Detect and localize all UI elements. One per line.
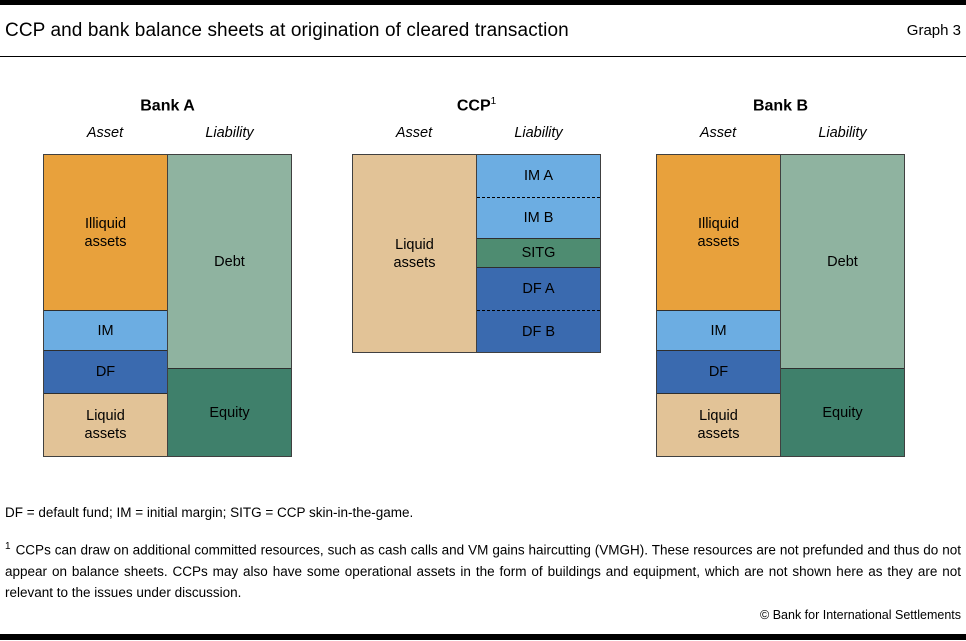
bank-b-im-segment: IM: [657, 310, 780, 351]
segment-label: Illiquid assets: [84, 215, 127, 250]
segment-label: DF: [708, 364, 729, 381]
ccp-title-text: CCP: [456, 97, 491, 115]
abbreviation-legend: DF = default fund; IM = initial margin; …: [5, 505, 414, 520]
ccp-sitg-segment: SITG: [477, 238, 600, 268]
segment-label: SITG: [521, 245, 556, 262]
figure-header: CCP and bank balance sheets at originati…: [0, 5, 966, 57]
bank-a-asset-column: Illiquid assets IM DF Liquid assets: [44, 155, 167, 457]
ccp-im-a-segment: IM A: [477, 155, 600, 198]
ccp-balance-sheet-box: Liquid assets IM A IM B SITG DF A DF B: [352, 154, 601, 354]
ccp-liability-header: Liability: [514, 125, 563, 142]
segment-label: IM: [710, 322, 727, 339]
panel-bank-a: Bank A Asset Liability Illiquid assets I…: [43, 92, 292, 458]
bank-b-balance-sheet-box: Illiquid assets IM DF Liquid assets Debt…: [656, 154, 905, 458]
page-title: CCP and bank balance sheets at originati…: [5, 19, 569, 41]
bank-a-asset-header: Asset: [86, 125, 124, 142]
bank-b-asset-header: Asset: [699, 125, 737, 142]
ccp-liability-column: IM A IM B SITG DF A DF B: [476, 155, 600, 353]
bank-a-liquid-assets-segment: Liquid assets: [44, 393, 167, 457]
ccp-asset-column: Liquid assets: [353, 155, 476, 353]
bank-b-debt-segment: Debt: [781, 155, 904, 369]
segment-label: IM: [97, 322, 114, 339]
bank-b-asset-column: Illiquid assets IM DF Liquid assets: [657, 155, 780, 457]
bank-b-title: Bank B: [656, 92, 905, 116]
bottom-rule: [0, 634, 966, 640]
ccp-df-a-segment: DF A: [477, 267, 600, 311]
bank-b-equity-segment: Equity: [781, 368, 904, 457]
bank-a-df-segment: DF: [44, 350, 167, 394]
bank-a-column-headers: Asset Liability: [43, 125, 292, 141]
bank-a-illiquid-assets-segment: Illiquid assets: [44, 155, 167, 311]
ccp-liquid-assets-segment: Liquid assets: [353, 155, 476, 353]
bank-a-liability-header: Liability: [205, 125, 254, 142]
bank-a-title-text: Bank A: [140, 97, 195, 115]
ccp-title: CCP1: [352, 92, 601, 116]
bank-a-equity-segment: Equity: [168, 368, 291, 457]
bank-b-df-segment: DF: [657, 350, 780, 394]
bank-b-title-text: Bank B: [752, 97, 809, 115]
bank-a-liability-column: Debt Equity: [167, 155, 291, 457]
panel-ccp: CCP1 Asset Liability Liquid assets IM A …: [352, 92, 601, 354]
segment-label: IM A: [523, 168, 553, 185]
ccp-im-b-segment: IM B: [477, 197, 600, 239]
segment-label: DF A: [522, 281, 555, 298]
ccp-df-b-segment: DF B: [477, 310, 600, 353]
segment-label: Liquid assets: [697, 408, 740, 443]
bank-b-column-headers: Asset Liability: [656, 125, 905, 141]
segment-label: Equity: [209, 404, 250, 421]
segment-label: IM B: [523, 210, 554, 227]
ccp-title-footnote-marker: 1: [490, 96, 497, 107]
top-rule: [0, 0, 966, 5]
segment-label: Debt: [214, 253, 245, 270]
bank-a-balance-sheet-box: Illiquid assets IM DF Liquid assets Debt…: [43, 154, 292, 458]
segment-label: DF B: [521, 323, 556, 340]
footnote: 1 CCPs can draw on additional committed r…: [5, 536, 961, 603]
graph-number-label: Graph 3: [906, 22, 961, 39]
segment-label: Liquid assets: [393, 236, 436, 271]
bank-a-debt-segment: Debt: [168, 155, 291, 369]
bank-b-liability-column: Debt Equity: [780, 155, 904, 457]
segment-label: Illiquid assets: [697, 215, 740, 250]
segment-label: Equity: [822, 404, 863, 421]
bank-a-im-segment: IM: [44, 310, 167, 351]
ccp-column-headers: Asset Liability: [352, 125, 601, 141]
copyright-notice: © Bank for International Settlements: [760, 608, 961, 622]
bank-b-liability-header: Liability: [818, 125, 867, 142]
segment-label: DF: [95, 364, 116, 381]
bank-b-liquid-assets-segment: Liquid assets: [657, 393, 780, 457]
panel-bank-b: Bank B Asset Liability Illiquid assets I…: [656, 92, 905, 458]
segment-label: Debt: [827, 253, 858, 270]
segment-label: Liquid assets: [84, 408, 127, 443]
balance-sheet-diagram: Bank A Asset Liability Illiquid assets I…: [0, 58, 966, 498]
bank-b-illiquid-assets-segment: Illiquid assets: [657, 155, 780, 311]
bank-a-title: Bank A: [43, 92, 292, 116]
ccp-asset-header: Asset: [395, 125, 433, 142]
footnote-text: CCPs can draw on additional committed re…: [5, 542, 961, 600]
footnote-marker: 1: [5, 541, 11, 552]
